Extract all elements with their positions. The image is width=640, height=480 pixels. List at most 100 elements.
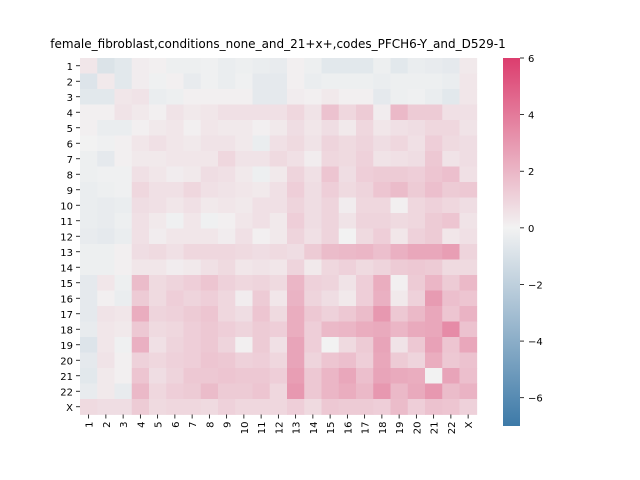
heatmap-cell [373,368,391,384]
heatmap-cell [373,337,391,353]
heatmap-cell [218,275,236,291]
row-tick-label: 9 [67,186,73,197]
heatmap-cell [321,337,340,353]
heatmap-cell [114,197,133,214]
row-tick-label: 11 [60,217,73,228]
heatmap-cell [407,182,426,198]
heatmap-cell [97,73,115,90]
heatmap-cell [80,213,98,229]
heatmap-cell [356,151,374,167]
heatmap-cell [183,275,202,291]
heatmap-cell [459,89,478,105]
heatmap-cell [218,352,236,369]
heatmap-cell [338,352,357,369]
heatmap-cell [459,275,478,291]
heatmap-cell [235,197,253,214]
heatmap-cell [269,383,288,400]
heatmap-cell [356,58,374,74]
heatmap-cell [459,352,478,369]
heatmap-cell [80,151,98,167]
heatmap-cell [252,197,271,214]
column-tick-label: 17 [361,422,372,435]
heatmap-cell [304,213,322,229]
heatmap-cell [442,383,460,400]
heatmap-cell [149,166,167,183]
heatmap-cell [183,135,202,152]
heatmap-cell [80,321,98,338]
heatmap-cell [390,321,409,338]
heatmap-cell [80,120,98,136]
heatmap-cell [373,275,391,291]
heatmap-cell [200,213,219,229]
heatmap-cell [131,120,150,136]
heatmap-cell [218,228,236,245]
heatmap-cell [356,182,374,198]
column-tick-label: 19 [395,422,406,435]
heatmap-cell [304,89,322,105]
heatmap-cell [183,151,202,167]
row-tick-label: 1 [67,62,73,73]
heatmap-cell [235,383,253,400]
heatmap-cell [114,120,133,136]
heatmap-cell [425,259,443,276]
heatmap-cell [304,120,322,136]
heatmap-cell [200,352,219,369]
heatmap-cell [183,89,202,105]
heatmap-cell [442,89,460,105]
heatmap-cell [304,166,322,183]
heatmap-cell [442,321,460,338]
column-tick-label: 7 [188,422,199,428]
heatmap-cell [183,259,202,276]
heatmap-cell [131,228,150,245]
heatmap-cell [200,135,219,152]
heatmap-cell [97,290,115,307]
heatmap-cell [338,182,357,198]
heatmap-cell [252,352,271,369]
heatmap-cell [269,120,288,136]
heatmap-cell [200,399,219,415]
heatmap-cell [287,368,305,384]
heatmap-cell [390,166,409,183]
heatmap-cell [356,290,374,307]
heatmap-cell [425,228,443,245]
heatmap-cell [218,383,236,400]
heatmap-cell [338,135,357,152]
heatmap-cell [356,321,374,338]
heatmap-cell [131,166,150,183]
heatmap-cell [149,89,167,105]
heatmap-cell [304,259,322,276]
heatmap-cell [252,228,271,245]
heatmap-cell [373,58,391,74]
heatmap-cell [407,290,426,307]
heatmap-cell [131,89,150,105]
heatmap-cell [321,89,340,105]
row-tick-label: 14 [60,263,73,274]
column-tick-label: 1 [85,422,96,428]
heatmap-cell [97,89,115,105]
heatmap-cell [390,337,409,353]
heatmap-cell [287,321,305,338]
heatmap-cell [287,259,305,276]
heatmap-cell [149,58,167,74]
heatmap-cell [235,166,253,183]
heatmap-cell [425,73,443,90]
heatmap-cell [200,73,219,90]
heatmap-cell [356,352,374,369]
column-tick-label: 18 [378,422,389,435]
heatmap-cell [80,182,98,198]
heatmap-cell [321,182,340,198]
heatmap-cell [97,104,115,121]
heatmap-cell [183,352,202,369]
heatmap-cell [183,290,202,307]
heatmap-cell [407,104,426,121]
heatmap-cell [200,58,219,74]
heatmap-cell [166,321,184,338]
heatmap-cell [252,290,271,307]
heatmap-cell [373,244,391,260]
heatmap-cell [235,290,253,307]
heatmap-cell [97,368,115,384]
heatmap-cell [183,58,202,74]
heatmap-cell [269,321,288,338]
